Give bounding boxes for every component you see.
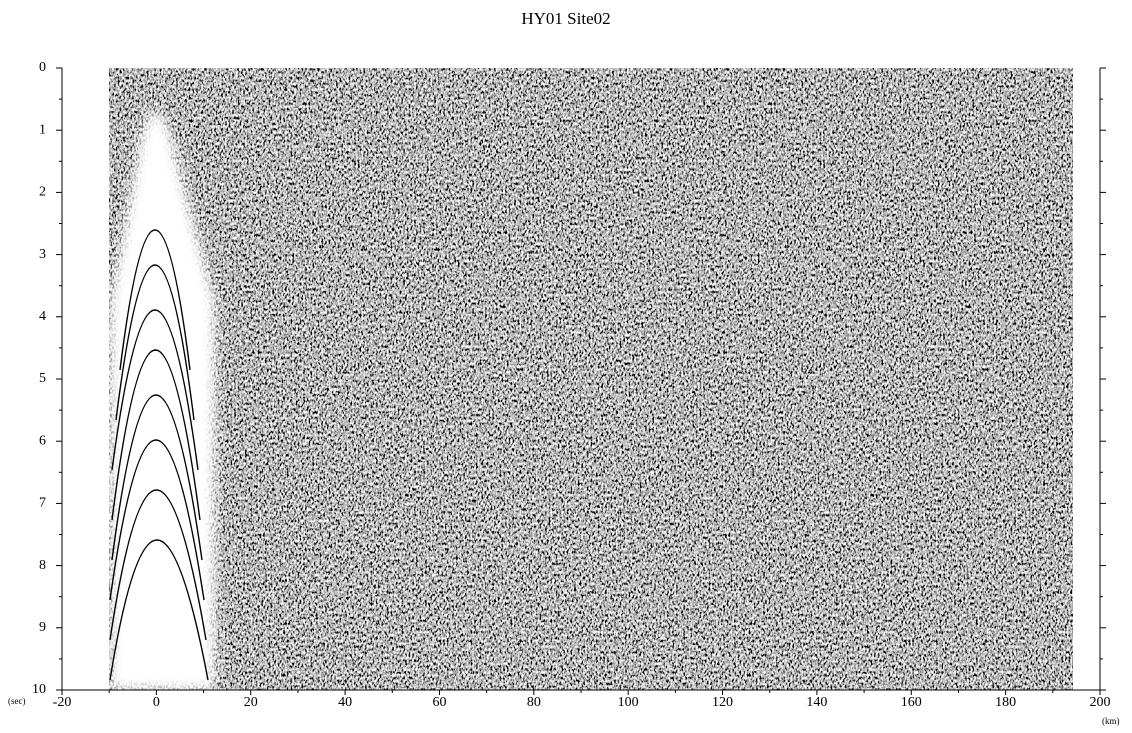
x-tick-label: 40 bbox=[338, 695, 352, 710]
x-tick-label: 180 bbox=[995, 695, 1016, 710]
noise-texture bbox=[109, 68, 1073, 690]
x-tick-label: 100 bbox=[618, 695, 639, 710]
y-tick-label: 3 bbox=[39, 247, 46, 262]
x-tick-label: -20 bbox=[53, 695, 72, 710]
x-tick-label: 0 bbox=[153, 695, 160, 710]
seismic-image bbox=[109, 68, 1073, 690]
x-tick-label: 120 bbox=[712, 695, 733, 710]
x-tick-label: 80 bbox=[527, 695, 541, 710]
x-tick-label: 140 bbox=[806, 695, 827, 710]
x-tick-label: 20 bbox=[244, 695, 258, 710]
x-tick-label: 60 bbox=[432, 695, 446, 710]
y-tick-label: 8 bbox=[39, 558, 46, 573]
x-axis-unit: (km) bbox=[1102, 716, 1120, 726]
direct-wave-cone bbox=[110, 110, 215, 690]
y-tick-label: 7 bbox=[39, 496, 46, 511]
y-tick-label: 6 bbox=[39, 433, 46, 448]
y-tick-label: 4 bbox=[39, 309, 46, 324]
chart-title: HY01 Site02 bbox=[521, 9, 610, 28]
y-axis-unit: (sec) bbox=[8, 696, 26, 706]
y-tick-label: 5 bbox=[39, 371, 46, 386]
y-tick-label: 0 bbox=[39, 60, 46, 75]
hyperbola-arcs bbox=[109, 229, 209, 681]
x-tick-label: 160 bbox=[901, 695, 922, 710]
y-tick-label: 9 bbox=[39, 620, 46, 635]
y-tick-label: 10 bbox=[32, 682, 46, 697]
y-tick-label: 2 bbox=[39, 185, 46, 200]
x-tick-label: 200 bbox=[1090, 695, 1111, 710]
y-tick-label: 1 bbox=[39, 122, 46, 137]
